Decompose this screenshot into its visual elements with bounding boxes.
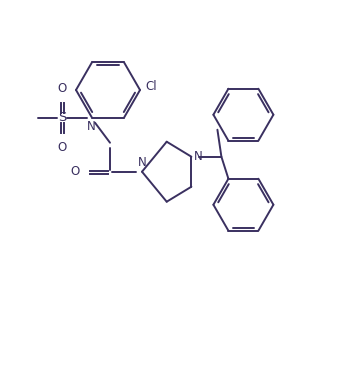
Text: O: O [71, 165, 80, 178]
Text: N: N [138, 156, 146, 169]
Text: S: S [58, 111, 66, 124]
Text: Cl: Cl [145, 81, 157, 93]
Text: O: O [58, 141, 67, 154]
Text: O: O [58, 82, 67, 95]
Text: N: N [193, 150, 202, 163]
Text: N: N [86, 120, 95, 133]
